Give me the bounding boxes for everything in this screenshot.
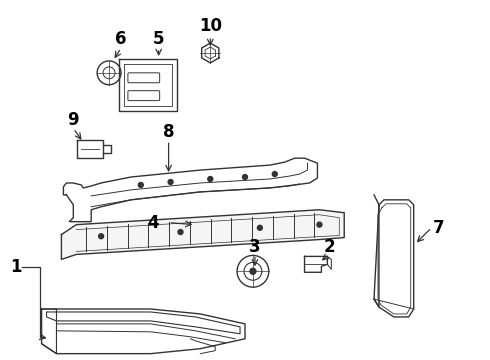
Polygon shape [61, 210, 344, 260]
Circle shape [317, 222, 322, 227]
Circle shape [257, 225, 262, 230]
Text: 4: 4 [147, 214, 159, 232]
Text: 5: 5 [153, 30, 165, 48]
Circle shape [250, 268, 256, 274]
Circle shape [178, 230, 183, 234]
Text: 2: 2 [323, 238, 335, 256]
Circle shape [208, 176, 213, 181]
Text: 3: 3 [249, 238, 261, 256]
Circle shape [243, 175, 247, 180]
Text: 8: 8 [163, 123, 174, 141]
Text: 7: 7 [433, 219, 444, 237]
Circle shape [138, 183, 143, 188]
Circle shape [168, 180, 173, 184]
Text: 10: 10 [199, 17, 222, 35]
Circle shape [272, 172, 277, 176]
Text: 1: 1 [10, 258, 22, 276]
Circle shape [98, 234, 103, 239]
Text: 6: 6 [115, 30, 127, 48]
Text: 9: 9 [68, 112, 79, 130]
